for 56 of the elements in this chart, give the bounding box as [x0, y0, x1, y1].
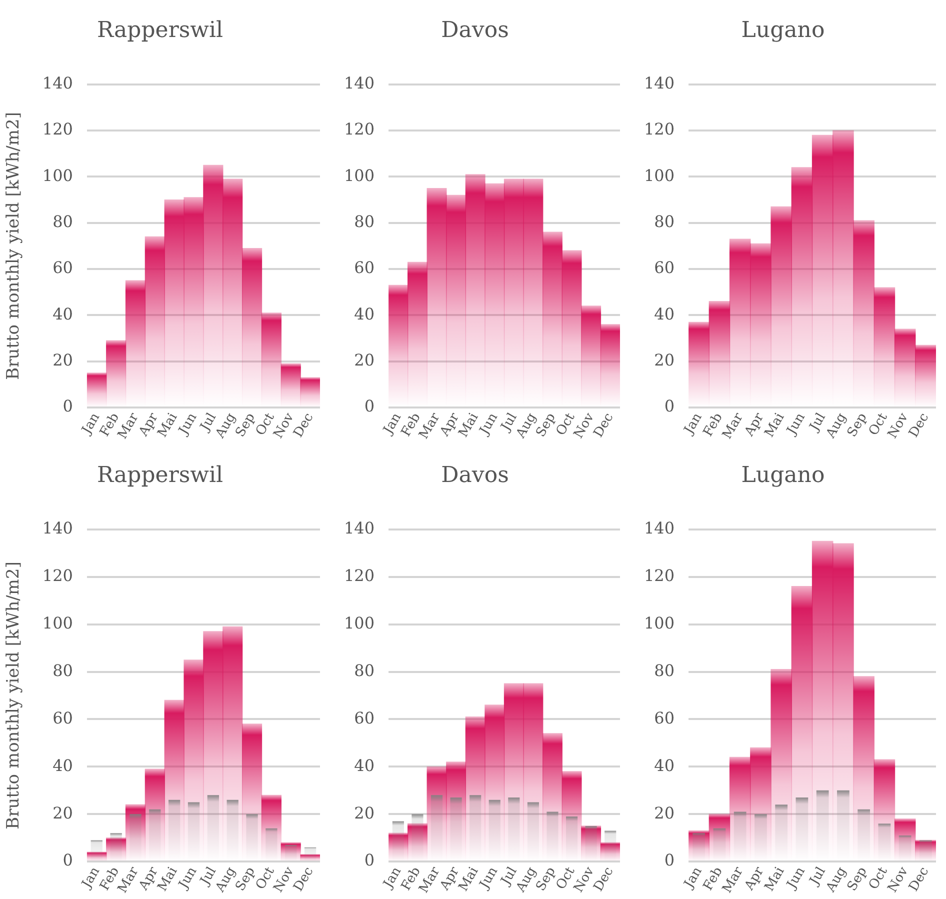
y-tick-label: 60 [52, 258, 73, 278]
y-tick-label: 120 [644, 566, 675, 586]
y-tick-label: 60 [654, 258, 675, 278]
y-axis-title: Brutto monthly yield [kWh/m2] [4, 562, 24, 830]
y-tick-label: 40 [52, 756, 73, 775]
y-tick-label: 0 [664, 850, 675, 870]
chart-title: Davos [441, 462, 509, 488]
y-tick-label: 120 [344, 566, 375, 586]
y-tick-label: 140 [644, 518, 675, 538]
y-tick-label: 0 [62, 850, 73, 870]
y-tick-label: 140 [344, 74, 375, 93]
y-tick-label: 40 [654, 304, 675, 324]
y-tick-label: 80 [654, 212, 675, 232]
y-axis-title: Brutto monthly yield [kWh/m2] [4, 112, 24, 380]
y-tick-label: 100 [344, 166, 375, 185]
y-tick-label: 100 [42, 613, 73, 632]
y-tick-label: 80 [52, 212, 73, 232]
y-tick-label: 40 [354, 304, 375, 324]
y-tick-label: 80 [52, 660, 73, 680]
y-tick-label: 40 [354, 756, 375, 775]
chart-title: Lugano [741, 462, 825, 488]
y-tick-label: 60 [52, 708, 73, 728]
y-tick-label: 140 [644, 74, 675, 93]
y-tick-label: 0 [364, 396, 375, 416]
y-tick-label: 100 [644, 166, 675, 185]
y-tick-label: 0 [364, 850, 375, 870]
y-tick-label: 140 [42, 518, 73, 538]
y-tick-label: 40 [654, 756, 675, 775]
chart-title: Rapperswil [96, 18, 224, 43]
y-tick-label: 20 [52, 803, 73, 822]
y-tick-label: 20 [52, 350, 73, 370]
y-tick-label: 20 [654, 803, 675, 822]
y-tick-label: 0 [664, 396, 675, 416]
y-tick-label: 80 [354, 212, 375, 232]
y-tick-label: 100 [42, 166, 73, 185]
chart-title: Rapperswil [96, 462, 224, 488]
y-tick-label: 60 [654, 708, 675, 728]
y-tick-label: 120 [344, 120, 375, 139]
y-tick-label: 20 [354, 803, 375, 822]
y-tick-label: 100 [344, 613, 375, 632]
y-tick-label: 80 [654, 660, 675, 680]
y-tick-label: 120 [42, 566, 73, 586]
y-tick-label: 60 [354, 258, 375, 278]
y-tick-label: 140 [42, 74, 73, 93]
y-tick-label: 60 [354, 708, 375, 728]
y-tick-label: 20 [654, 350, 675, 370]
y-tick-label: 140 [344, 518, 375, 538]
y-tick-label: 0 [62, 396, 73, 416]
y-tick-label: 40 [52, 304, 73, 324]
y-tick-label: 120 [644, 120, 675, 139]
y-tick-label: 20 [354, 350, 375, 370]
y-tick-label: 80 [354, 660, 375, 680]
chart-title: Davos [441, 18, 509, 43]
y-tick-label: 100 [644, 613, 675, 632]
y-tick-label: 120 [42, 120, 73, 139]
chart-title: Lugano [741, 18, 825, 43]
